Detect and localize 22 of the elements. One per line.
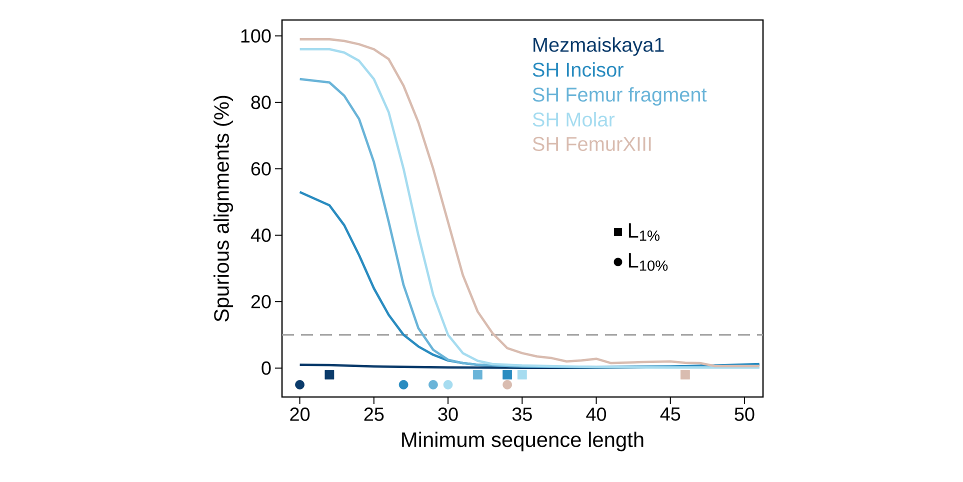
annotation: L$_{10%}$ <box>628 253 668 271</box>
x-tick-label: 35 <box>512 408 532 421</box>
text: SH Molar <box>532 112 615 127</box>
y-tick-label: 0 <box>262 361 271 375</box>
x-tick-label: 50 <box>734 408 754 421</box>
x-tick-label: 45 <box>660 408 680 421</box>
text: SH Femur fragment <box>532 87 707 106</box>
x-tick-label: 25 <box>364 408 384 421</box>
x-tick-label: 20 <box>290 408 310 421</box>
text: Mezmaiskaya1 <box>534 37 664 56</box>
x-tick-label: 30 <box>438 408 458 421</box>
y-tick-label: 60 <box>251 162 271 176</box>
y-tick-label: 100 <box>241 29 271 43</box>
y-axis-title: Spurious alignments (%) <box>214 96 234 322</box>
y-tick-label: 80 <box>251 96 271 110</box>
y-tick-label: 20 <box>251 294 271 308</box>
y-tick-label: 40 <box>250 228 271 242</box>
annotation: L$_{1%}$ <box>628 223 660 241</box>
x-axis-title: Minimum sequence length <box>402 432 644 452</box>
text: SH FemurXIII <box>532 136 651 152</box>
x-tick-label: 40 <box>586 408 606 421</box>
text: SH Incisor <box>532 62 624 77</box>
